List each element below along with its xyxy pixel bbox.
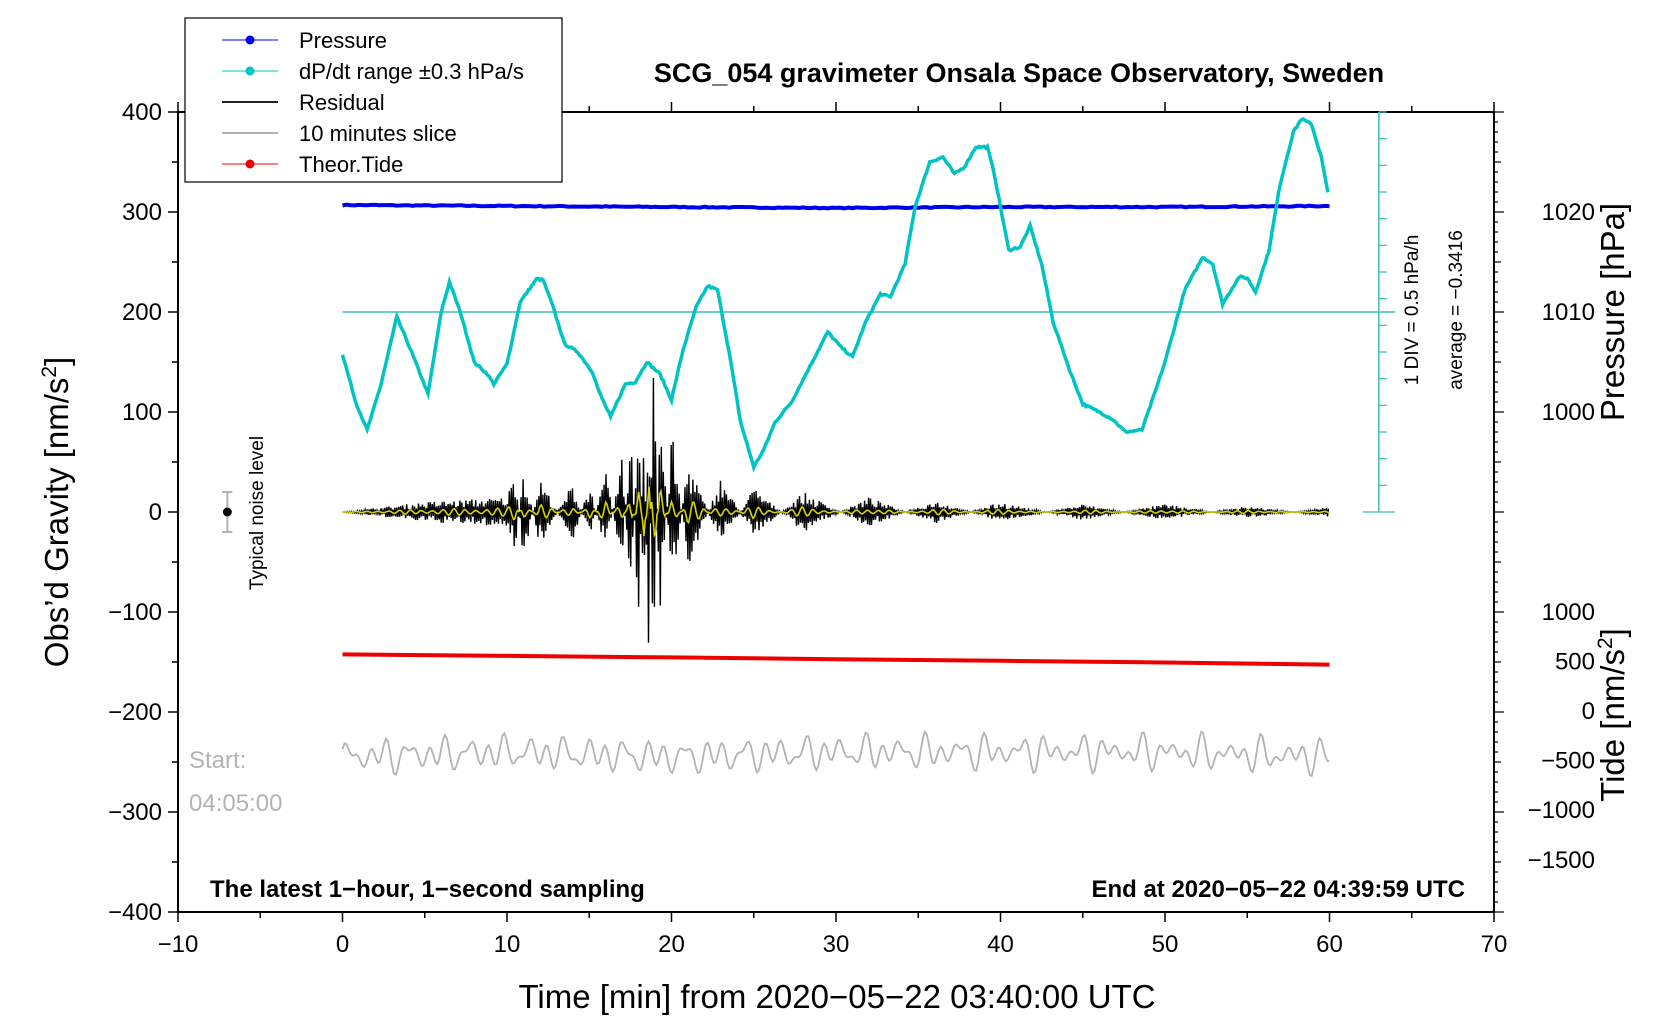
x-tick-label: 60 <box>1316 931 1343 958</box>
dpdt-div-label: 1 DIV = 0.5 hPa/h <box>1402 235 1423 386</box>
dpdt-average-label: average = −0.3416 <box>1446 230 1467 390</box>
legend-label-slice: 10 minutes slice <box>299 121 457 146</box>
x-axis-title: Time [min] from 2020−05−22 03:40:00 UTC <box>518 978 1155 1015</box>
tide-tick-label: 1000 <box>1542 599 1595 626</box>
y-tick-label: 400 <box>122 99 162 126</box>
legend-item-slice: 10 minutes slice <box>222 121 457 146</box>
slice-start-label: Start: <box>189 747 246 774</box>
tide-tick-labels: 1000 500 0 −500 −1000 −1500 <box>1528 599 1595 874</box>
slice-line <box>341 729 1330 778</box>
pressure-tick-label: 1000 <box>1542 399 1595 426</box>
y-tick-label: −400 <box>108 899 162 926</box>
dpdt-line <box>340 116 1330 473</box>
x-tick-label: 0 <box>336 931 349 958</box>
end-time-note: End at 2020−05−22 04:39:59 UTC <box>1091 876 1465 903</box>
legend-label-residual: Residual <box>299 90 385 115</box>
x-tick-label: 20 <box>658 931 685 958</box>
legend-label-tide: Theor.Tide <box>299 152 403 177</box>
x-tick-label: 10 <box>494 931 521 958</box>
tide-tick-label: 500 <box>1555 648 1595 675</box>
slice-start-time: 04:05:00 <box>189 790 282 817</box>
pressure-axis-title: Pressure [hPa] <box>1594 203 1631 421</box>
residual-line <box>342 377 1330 643</box>
tide-line <box>342 652 1330 667</box>
y-tick-labels: 400 300 200 100 0 −100 −200 −300 −400 <box>108 99 162 926</box>
tide-tick-label: −1500 <box>1528 847 1595 874</box>
x-tick-label: 40 <box>987 931 1014 958</box>
legend-item-residual: Residual <box>222 90 385 115</box>
x-tick-label: 30 <box>823 931 850 958</box>
y-tick-label: −100 <box>108 599 162 626</box>
noise-level-marker <box>222 491 233 533</box>
legend-label-pressure: Pressure <box>299 28 387 53</box>
y-tick-label: 0 <box>149 499 162 526</box>
legend-label-dpdt: dP/dt range ±0.3 hPa/s <box>299 59 524 84</box>
chart-title: SCG_054 gravimeter Onsala Space Observat… <box>654 58 1384 88</box>
filtered-residual-line <box>342 486 1330 538</box>
legend-marker-pressure <box>245 35 255 45</box>
tide-tick-label: −500 <box>1541 748 1595 775</box>
x-tick-labels: −10 0 10 20 30 40 50 60 70 <box>158 931 1508 958</box>
legend-marker-dpdt <box>245 66 255 76</box>
y-tick-label: 300 <box>122 199 162 226</box>
legend-item-dpdt: dP/dt range ±0.3 hPa/s <box>222 59 524 84</box>
y-tick-label: −300 <box>108 799 162 826</box>
x-tick-label: 50 <box>1152 931 1179 958</box>
legend-marker-tide <box>245 159 255 169</box>
pressure-line <box>342 202 1330 211</box>
legend-item-tide: Theor.Tide <box>222 152 403 177</box>
sampling-note: The latest 1−hour, 1−second sampling <box>210 876 645 903</box>
pressure-tick-label: 1020 <box>1542 199 1595 226</box>
pressure-tick-label: 1010 <box>1542 299 1595 326</box>
x-tick-label: 70 <box>1481 931 1508 958</box>
noise-level-label: Typical noise level <box>247 436 268 590</box>
tide-axis-title: Tide [nm/s2] <box>1594 628 1631 802</box>
legend-box <box>184 17 563 183</box>
dpdt-scale <box>1362 111 1395 513</box>
pressure-tick-labels: 1020 1010 1000 <box>1542 199 1595 426</box>
y-tick-label: −200 <box>108 699 162 726</box>
y-tick-label: 100 <box>122 399 162 426</box>
tide-tick-label: 0 <box>1582 698 1595 725</box>
y-axis-title-left: Obs’d Gravity [nm/s2] <box>38 357 75 668</box>
y-tick-label: 200 <box>122 299 162 326</box>
legend: Pressure dP/dt range ±0.3 hPa/s Residual… <box>184 17 563 183</box>
x-tick-label: −10 <box>158 931 199 958</box>
series-layer <box>340 116 1330 778</box>
noise-center-dot <box>222 507 232 517</box>
legend-item-pressure: Pressure <box>222 28 387 53</box>
tide-tick-label: −1000 <box>1528 797 1595 824</box>
